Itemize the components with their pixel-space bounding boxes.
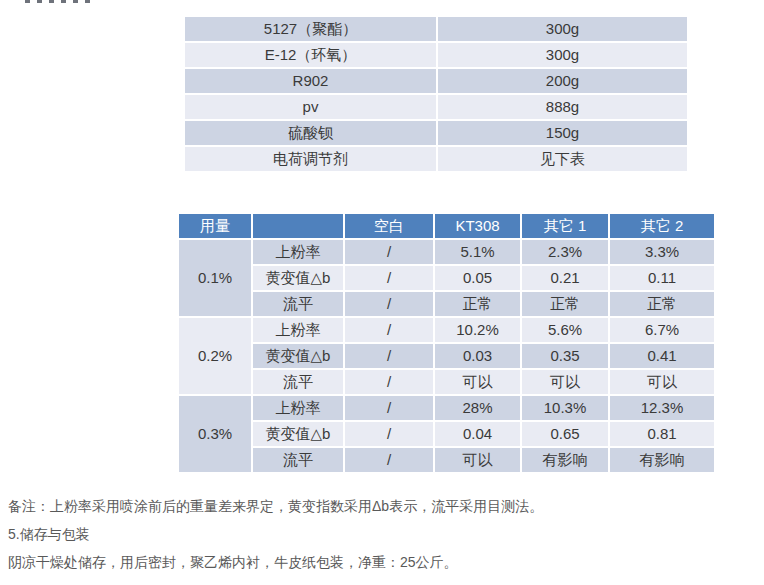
table-row: 0.2% 上粉率 / 10.2% 5.6% 6.7% — [178, 317, 715, 343]
material-cell: R902 — [184, 68, 437, 94]
table-row: 黄变值△b / 0.03 0.35 0.41 — [178, 343, 715, 369]
table-row: pv 888g — [184, 94, 688, 120]
table-row: 电荷调节剂 见下表 — [184, 146, 688, 172]
footnotes: 备注：上粉率采用喷涂前后的重量差来界定，黄变指数采用Δb表示，流平采用目测法。 … — [8, 497, 748, 581]
value-cell: 可以 — [609, 369, 715, 395]
metric-cell: 流平 — [252, 369, 344, 395]
dosage-table: 用量 空白 KT308 其它 1 其它 2 0.1% 上粉率 / 5.1% 2.… — [177, 212, 716, 474]
header-blank-sample: 空白 — [344, 213, 434, 239]
storage-text: 阴凉干燥处储存，用后密封，聚乙烯内衬，牛皮纸包装，净重：25公斤。 — [8, 553, 748, 571]
value-cell: 0.04 — [434, 421, 521, 447]
value-cell: 3.3% — [609, 239, 715, 265]
remark-text: 备注：上粉率采用喷涂前后的重量差来界定，黄变指数采用Δb表示，流平采用目测法。 — [8, 497, 748, 515]
table-row: 黄变值△b / 0.04 0.65 0.81 — [178, 421, 715, 447]
value-cell: 5.6% — [521, 317, 609, 343]
amount-cell: 888g — [437, 94, 688, 120]
value-cell: 可以 — [521, 369, 609, 395]
dosage-cell: 0.1% — [178, 239, 252, 317]
amount-cell: 150g — [437, 120, 688, 146]
material-cell: 5127（聚酯） — [184, 16, 437, 42]
value-cell: 0.65 — [521, 421, 609, 447]
value-cell: / — [344, 395, 434, 421]
header-other1: 其它 1 — [521, 213, 609, 239]
amount-cell: 200g — [437, 68, 688, 94]
value-cell: 可以 — [434, 369, 521, 395]
amount-cell: 见下表 — [437, 146, 688, 172]
metric-cell: 上粉率 — [252, 395, 344, 421]
material-cell: 电荷调节剂 — [184, 146, 437, 172]
value-cell: 10.3% — [521, 395, 609, 421]
metric-cell: 流平 — [252, 291, 344, 317]
material-cell: pv — [184, 94, 437, 120]
value-cell: / — [344, 239, 434, 265]
table-row: 黄变值△b / 0.05 0.21 0.11 — [178, 265, 715, 291]
dosage-cell: 0.2% — [178, 317, 252, 395]
value-cell: 0.05 — [434, 265, 521, 291]
value-cell: / — [344, 447, 434, 473]
value-cell: 6.7% — [609, 317, 715, 343]
metric-cell: 黄变值△b — [252, 265, 344, 291]
table-row: 流平 / 正常 正常 正常 — [178, 291, 715, 317]
value-cell: 0.21 — [521, 265, 609, 291]
value-cell: 正常 — [434, 291, 521, 317]
dosage-cell: 0.3% — [178, 395, 252, 473]
header-empty — [252, 213, 344, 239]
table-row: 0.3% 上粉率 / 28% 10.3% 12.3% — [178, 395, 715, 421]
table-row: 0.1% 上粉率 / 5.1% 2.3% 3.3% — [178, 239, 715, 265]
metric-cell: 上粉率 — [252, 317, 344, 343]
header-dosage: 用量 — [178, 213, 252, 239]
value-cell: 正常 — [521, 291, 609, 317]
value-cell: / — [344, 265, 434, 291]
table-row: 硫酸钡 150g — [184, 120, 688, 146]
value-cell: / — [344, 343, 434, 369]
value-cell: / — [344, 369, 434, 395]
value-cell: / — [344, 291, 434, 317]
header-row: 用量 空白 KT308 其它 1 其它 2 — [178, 213, 715, 239]
value-cell: 10.2% — [434, 317, 521, 343]
material-cell: 硫酸钡 — [184, 120, 437, 146]
value-cell: 0.11 — [609, 265, 715, 291]
value-cell: 0.03 — [434, 343, 521, 369]
clipped-text-fragment — [25, 0, 91, 3]
metric-cell: 流平 — [252, 447, 344, 473]
value-cell: 有影响 — [521, 447, 609, 473]
header-kt308: KT308 — [434, 213, 521, 239]
amount-cell: 300g — [437, 16, 688, 42]
material-cell: E-12（环氧） — [184, 42, 437, 68]
value-cell: 5.1% — [434, 239, 521, 265]
value-cell: 有影响 — [609, 447, 715, 473]
value-cell: / — [344, 317, 434, 343]
value-cell: / — [344, 421, 434, 447]
header-other2: 其它 2 — [609, 213, 715, 239]
metric-cell: 黄变值△b — [252, 421, 344, 447]
metric-cell: 黄变值△b — [252, 343, 344, 369]
metric-cell: 上粉率 — [252, 239, 344, 265]
value-cell: 0.35 — [521, 343, 609, 369]
value-cell: 正常 — [609, 291, 715, 317]
value-cell: 可以 — [434, 447, 521, 473]
table-row: R902 200g — [184, 68, 688, 94]
table-row: 流平 / 可以 可以 可以 — [178, 369, 715, 395]
formulation-table: 5127（聚酯） 300g E-12（环氧） 300g R902 200g pv… — [183, 15, 689, 173]
value-cell: 0.41 — [609, 343, 715, 369]
amount-cell: 300g — [437, 42, 688, 68]
table-row: 5127（聚酯） 300g — [184, 16, 688, 42]
section-title: 5.储存与包装 — [8, 525, 748, 543]
value-cell: 12.3% — [609, 395, 715, 421]
table-row: E-12（环氧） 300g — [184, 42, 688, 68]
value-cell: 28% — [434, 395, 521, 421]
value-cell: 0.81 — [609, 421, 715, 447]
value-cell: 2.3% — [521, 239, 609, 265]
table-row: 流平 / 可以 有影响 有影响 — [178, 447, 715, 473]
